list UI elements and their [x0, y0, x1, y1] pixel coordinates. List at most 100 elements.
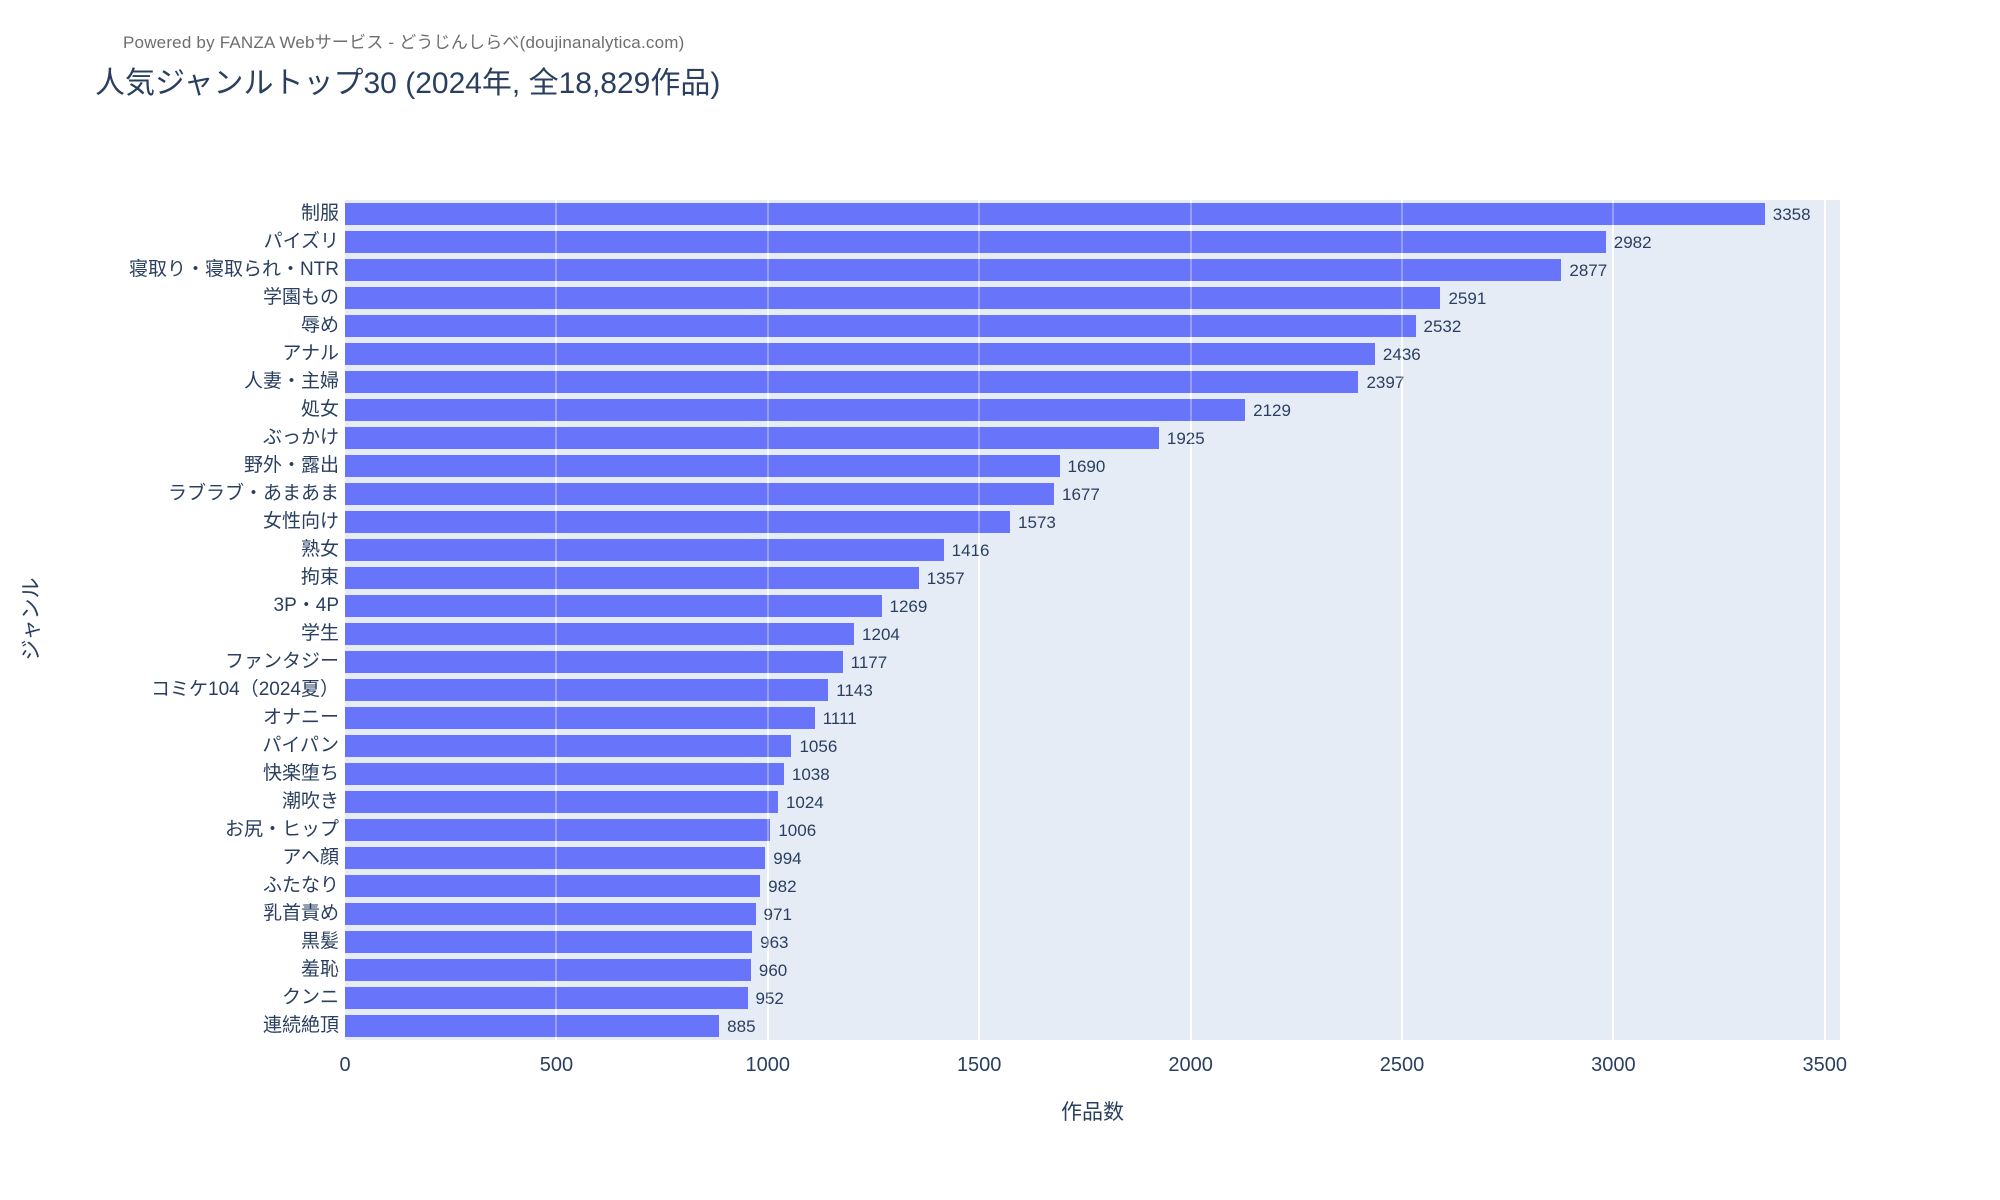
gridline — [1612, 200, 1615, 1040]
bar[interactable] — [345, 679, 829, 701]
bar-value-label: 1269 — [889, 596, 928, 616]
bar[interactable] — [345, 959, 751, 981]
bar-value-label: 2982 — [1613, 232, 1652, 252]
bar[interactable] — [345, 763, 784, 785]
category-label: ぶっかけ — [262, 427, 339, 448]
bar-value-label: 2397 — [1366, 372, 1405, 392]
bar-value-label: 952 — [755, 988, 784, 1008]
bar-row: 952 — [345, 984, 1840, 1012]
category-label: 羞恥 — [300, 959, 339, 980]
bar-value-label: 1416 — [951, 540, 990, 560]
bar[interactable] — [345, 231, 1606, 253]
category-label: 拘束 — [300, 567, 339, 588]
y-axis-labels: 制服 パイズリ 寝取り・寝取られ・NTR 学園もの 辱め アナル 人妻・主婦 処女 ぶっかけ 野外… — [0, 200, 339, 1040]
bar[interactable] — [345, 203, 1765, 225]
bar[interactable] — [345, 287, 1441, 309]
x-tick-label: 1000 — [745, 1054, 791, 1076]
bar-value-label: 1690 — [1067, 456, 1106, 476]
category-label: 人妻・主婦 — [243, 371, 339, 392]
category-label: 快楽堕ち — [262, 763, 339, 784]
bar-value-label: 1111 — [822, 708, 857, 728]
bar-row: 1690 — [345, 452, 1840, 480]
x-axis-ticks: 0 500 1000 1500 2000 2500 3000 3500 — [339, 1048, 1847, 1082]
bar[interactable] — [345, 847, 766, 869]
category-label: 3P・4P — [273, 595, 339, 616]
bar[interactable] — [345, 427, 1159, 449]
gridline — [1400, 200, 1403, 1040]
bar[interactable] — [345, 875, 761, 897]
bar[interactable] — [345, 595, 882, 617]
bar-value-label: 1573 — [1018, 512, 1056, 532]
category-label: 潮吹き — [281, 791, 339, 812]
bar[interactable] — [345, 623, 855, 645]
x-tick-label: 3500 — [1802, 1054, 1848, 1076]
category-label: 野外・露出 — [243, 455, 339, 476]
category-label: ファンタジー — [224, 651, 339, 672]
category-label: 学園もの — [262, 287, 339, 308]
chart-title: 人気ジャンルトップ30 (2024年, 全18,829作品) — [95, 67, 721, 100]
gridline — [766, 200, 769, 1040]
bar-value-label: 982 — [768, 876, 797, 896]
bar-value-label: 1143 — [836, 680, 873, 700]
bar-value-label: 3358 — [1772, 204, 1811, 224]
bar[interactable] — [345, 259, 1562, 281]
bar-value-label: 1056 — [799, 736, 838, 756]
bar-value-label: 1204 — [862, 624, 900, 644]
x-tick-label: 1500 — [956, 1054, 1002, 1076]
bar-row: 960 — [345, 956, 1840, 984]
bar-value-label: 1038 — [791, 764, 830, 784]
bar[interactable] — [345, 791, 778, 813]
bar[interactable] — [345, 903, 756, 925]
bar[interactable] — [345, 511, 1011, 533]
bar-value-label: 2532 — [1423, 316, 1462, 336]
bar-row: 1925 — [345, 424, 1840, 452]
bar-row: 2436 — [345, 340, 1840, 368]
gridline — [1823, 200, 1826, 1040]
bar-row: 1269 — [345, 592, 1840, 620]
category-label: クンニ — [281, 987, 339, 1008]
category-label: 制服 — [300, 203, 339, 224]
bar[interactable] — [345, 399, 1246, 421]
bar-value-label: 960 — [758, 960, 788, 980]
bar[interactable] — [345, 707, 815, 729]
bar[interactable] — [345, 455, 1060, 477]
bar[interactable] — [345, 539, 944, 561]
bar-row: 1056 — [345, 732, 1840, 760]
x-tick-label: 2000 — [1168, 1054, 1213, 1076]
bar-row: 1177 — [345, 648, 1840, 676]
bar-value-label: 2591 — [1448, 288, 1487, 308]
bar[interactable] — [345, 735, 792, 757]
x-tick-label: 3000 — [1591, 1054, 1636, 1076]
category-label: 女性向け — [262, 511, 339, 532]
bar-value-label: 2877 — [1569, 260, 1608, 280]
bar-row: 2129 — [345, 396, 1840, 424]
bar-row: 1357 — [345, 564, 1840, 592]
bar-value-label: 1357 — [926, 568, 965, 588]
plot-area: 3358 2982 2877 2591 2532 2436 2397 2129 1925 1690… — [345, 200, 1840, 1040]
bar-row: 971 — [345, 900, 1840, 928]
gridline — [1189, 200, 1192, 1040]
bar-value-label: 963 — [760, 932, 789, 952]
bar[interactable] — [345, 315, 1416, 337]
x-axis-title: 作品数 — [1061, 1101, 1124, 1124]
bar[interactable] — [345, 931, 753, 953]
gridline — [1400, 200, 1403, 1040]
category-label: ラブラブ・あまあま — [167, 483, 339, 504]
category-label: アヘ顔 — [282, 847, 339, 868]
category-label: 連続絶頂 — [262, 1015, 339, 1036]
bar[interactable] — [345, 987, 748, 1009]
bar[interactable] — [345, 371, 1359, 393]
bar[interactable] — [345, 819, 771, 841]
bar[interactable] — [345, 483, 1055, 505]
gridline — [555, 200, 558, 1040]
category-label: アナル — [282, 343, 339, 364]
bar-row: 2877 — [345, 256, 1840, 284]
bar[interactable] — [345, 567, 919, 589]
bar-value-label: 1006 — [778, 820, 817, 840]
bar[interactable] — [345, 343, 1375, 365]
bar-value-label: 1024 — [785, 792, 824, 812]
bar-row: 2982 — [345, 228, 1840, 256]
bar[interactable] — [345, 651, 843, 673]
bar[interactable] — [345, 1015, 720, 1037]
